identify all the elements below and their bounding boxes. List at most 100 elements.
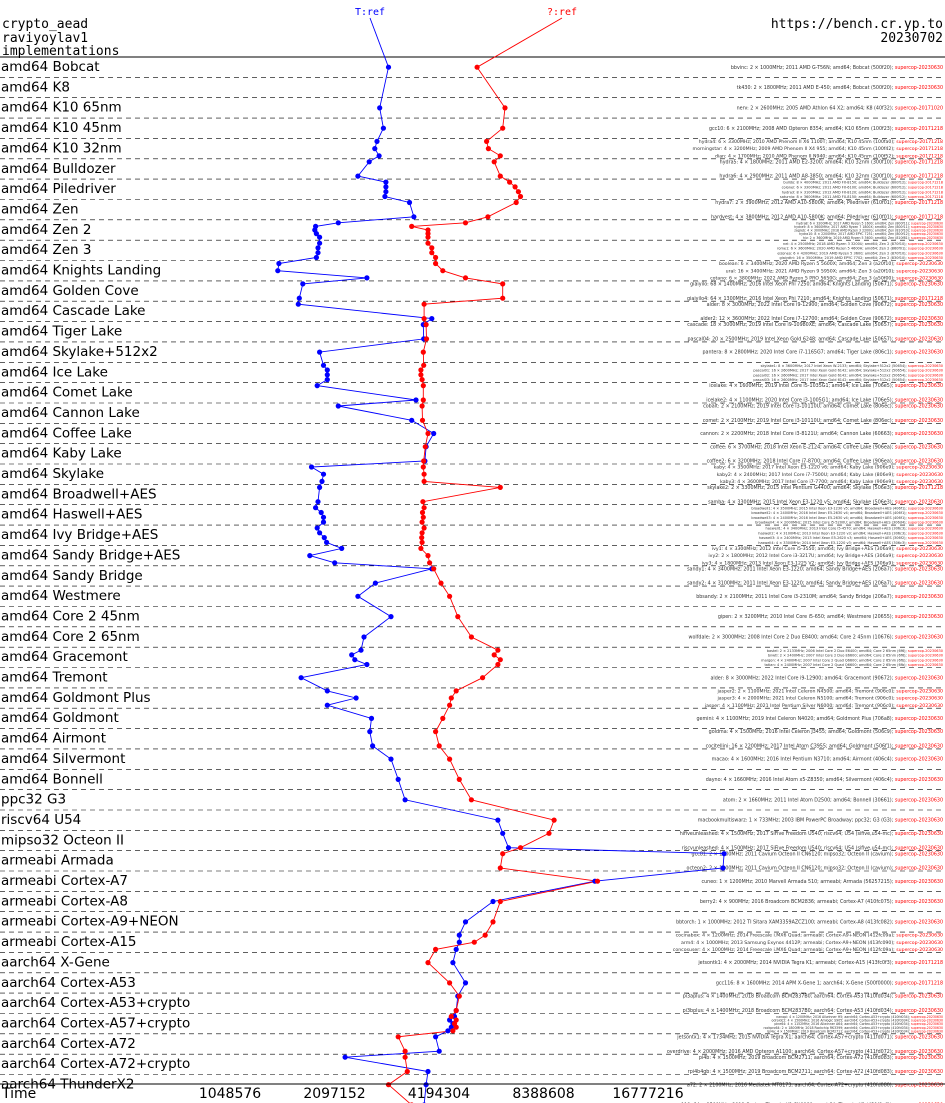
- data-point: [382, 193, 388, 200]
- machine-version: supercop-20230630: [895, 404, 943, 410]
- machine-label: riscvunleashed: 4 × 1500MHz; 2017 SiFive…: [682, 845, 943, 851]
- machine-label: skylake1: 8 × 3600MHz; 2017 Intel Xeon W…: [761, 364, 943, 368]
- machine-label: hiv: 2 × 3600MHz; 2019 AMD Ryzen 5 3600;…: [803, 236, 943, 240]
- data-point: [418, 372, 424, 378]
- machine-version: supercop-20230630: [895, 716, 943, 722]
- series-legend: T:ref ?:ref: [355, 7, 577, 68]
- machine-label: haswell4: 4 × 3300MHz; 2014 Intel Xeon E…: [758, 541, 943, 545]
- machine-version: supercop-20171218: [895, 200, 943, 206]
- machine-label: jasper3: 4 × 2000MHz; 2021 Intel Celeron…: [716, 696, 943, 702]
- machine-version: supercop-20230630: [895, 757, 943, 763]
- machine-version: supercop-20230630: [896, 689, 943, 695]
- data-point: [420, 383, 426, 389]
- machine-label: pi3bplus: 4 × 1400MHz; 2018 Broadcom BCM…: [683, 1008, 943, 1014]
- machine-label: pine64: 4 × 1152MHz; 2016 Allwinner A64;…: [774, 1022, 943, 1026]
- category-label: amd64 Gracemont: [1, 649, 128, 665]
- machine-label: coffee: 6 × 3700MHz; 2018 Intel Xeon E-2…: [710, 444, 943, 450]
- series-points: [275, 64, 727, 1103]
- machine-version: supercop-20230630: [895, 635, 943, 641]
- machine-version: supercop-20230630: [908, 531, 943, 535]
- data-point: [366, 159, 372, 165]
- data-point: [317, 484, 323, 490]
- legend-leader: [369, 17, 389, 68]
- machine-label: a72: 2 × 2100MHz; 2016 Mediatek MT8173; …: [687, 1082, 943, 1088]
- machine-version: supercop-20171218: [908, 181, 943, 185]
- machine-version: supercop-20230630: [911, 1019, 943, 1023]
- data-point: [395, 1034, 401, 1040]
- machine-label: goldma: 4 × 1500MHz; 2016 Intel Celeron …: [709, 729, 943, 735]
- machine-label: jetsontk1: 4 × 2000MHz; 2014 NVIDIA Tegr…: [697, 960, 943, 966]
- data-point: [419, 530, 425, 536]
- data-point: [495, 817, 501, 823]
- data-point: [372, 580, 378, 586]
- machine-label: icelake: 4 × 1600MHz; 2019 Intel Core i5…: [709, 383, 943, 389]
- machine-label: cobalt: 2 × 2100MHz; 2019 Intel Core i3-…: [703, 404, 943, 410]
- machine-label: overdrive: 4 × 2000MHz; 2016 AMD Opteron…: [667, 1049, 943, 1055]
- data-point: [500, 851, 506, 857]
- machine-label: bnwtl: 2 × 2400MHz; 2007 Intel Core 2 Du…: [768, 654, 943, 658]
- machine-label: pascal03: 16 × 2600MHz; 2017 Intel Xeon …: [753, 378, 943, 382]
- machine-version: supercop-20230630: [895, 994, 943, 1000]
- category-label: amd64 Golden Cove: [1, 283, 139, 299]
- header-left-line-1: crypto_aead: [2, 17, 88, 32]
- data-point: [411, 214, 417, 220]
- machine-label: giaiyilo4: 64 × 1300MHz; 2016 Intel Xeon…: [687, 296, 943, 302]
- data-point: [445, 1028, 451, 1034]
- category-label: armeabi Cortex-A7: [1, 873, 128, 889]
- machine-version: supercop-20230630: [908, 506, 943, 510]
- category-label: armeabi Cortex-A15: [1, 934, 137, 950]
- data-point: [425, 960, 431, 966]
- machine-label: cascade: 18 × 3000MHz; 2019 Intel Core i…: [687, 322, 943, 328]
- machine-label: hydra3: 8 × 3100MHz; 2012 AMD FX-8120; a…: [782, 190, 943, 194]
- data-point: [361, 634, 367, 640]
- machine-version: supercop-20230630: [908, 541, 943, 545]
- data-point: [320, 362, 327, 368]
- data-point: [377, 105, 383, 111]
- machine-version: supercop-20230630: [895, 594, 943, 600]
- data-point: [440, 268, 446, 274]
- machine-label: bbtorch: 1 × 1000MHz; 2012 TI Sitara XAM…: [676, 920, 943, 926]
- category-label: amd64 Cascade Lake: [1, 303, 146, 319]
- data-point: [421, 316, 427, 322]
- data-point: [308, 464, 315, 470]
- data-point: [421, 505, 427, 511]
- category-label: armeabi Armada: [1, 853, 114, 869]
- machine-version: supercop-20171218: [896, 146, 943, 152]
- data-point: [438, 580, 444, 586]
- machine-label: boolean: 6 × 3400MHz; 2020 AMD Ryzen 5 5…: [719, 261, 943, 267]
- data-point: [423, 322, 429, 328]
- machine-label: rpi4b4gb: 4 × 1500MHz; 2019 Broadcom BCM…: [688, 1069, 943, 1075]
- data-point: [423, 1082, 429, 1088]
- data-point: [721, 851, 727, 857]
- data-point: [364, 275, 370, 281]
- machine-label: hydra8: 6 × 3200MHz; 2017 AMD Ryzen 5 16…: [796, 221, 943, 225]
- category-label: amd64 Core 2 65nm: [1, 629, 140, 645]
- data-point: [484, 138, 490, 144]
- machine-label: cotano: 6 × 3800MHz; 2022 AMD Ryzen 5 PR…: [710, 276, 943, 282]
- machine-label: zagreb: 4 × 3000MHz; 2018 AMD Ryzen 3 22…: [794, 229, 943, 233]
- machine-labels: bbvinc: 2 × 1000MHz; 2011 AMD G-T56N; am…: [667, 65, 943, 1103]
- category-label: amd64 Broadwell+AES: [1, 486, 157, 502]
- category-label: amd64 Comet Lake: [1, 385, 133, 401]
- machine-label: concosuser: 4 × 1000MHz; 2014 Freescale …: [673, 947, 943, 953]
- data-point: [317, 240, 323, 246]
- data-point: [402, 1054, 408, 1060]
- data-point: [421, 525, 427, 531]
- machine-label: alder2: 12 × 3600MHz; 2022 Intel Core i7…: [700, 316, 943, 322]
- machine-label: hydra7: 2 × 3900MHz; 2012 AMD A10-5800K;…: [715, 200, 943, 206]
- data-point: [453, 1024, 459, 1030]
- data-point: [497, 865, 503, 871]
- machine-label: odroidc2: 4 × 1500MHz; 2016 Amlogic S905…: [772, 1019, 943, 1023]
- x-axis-label: Time: [1, 1086, 36, 1102]
- category-label: amd64 Zen: [1, 202, 79, 218]
- data-point: [315, 245, 321, 251]
- x-tick-label: 1048576: [199, 1086, 261, 1102]
- data-point: [425, 553, 431, 559]
- category-label: aarch64 Cortex-A53: [1, 975, 136, 991]
- machine-label: hifiveunleashed: 4 × 1500MHz; 2017 SiFiv…: [680, 831, 943, 837]
- data-point: [500, 125, 506, 131]
- machine-label: skylake2: 2 × 3300MHz; 2015 Intel Pentiu…: [707, 485, 943, 491]
- category-label: amd64 Kaby Lake: [1, 446, 122, 462]
- data-point: [448, 695, 454, 701]
- data-point: [447, 756, 453, 762]
